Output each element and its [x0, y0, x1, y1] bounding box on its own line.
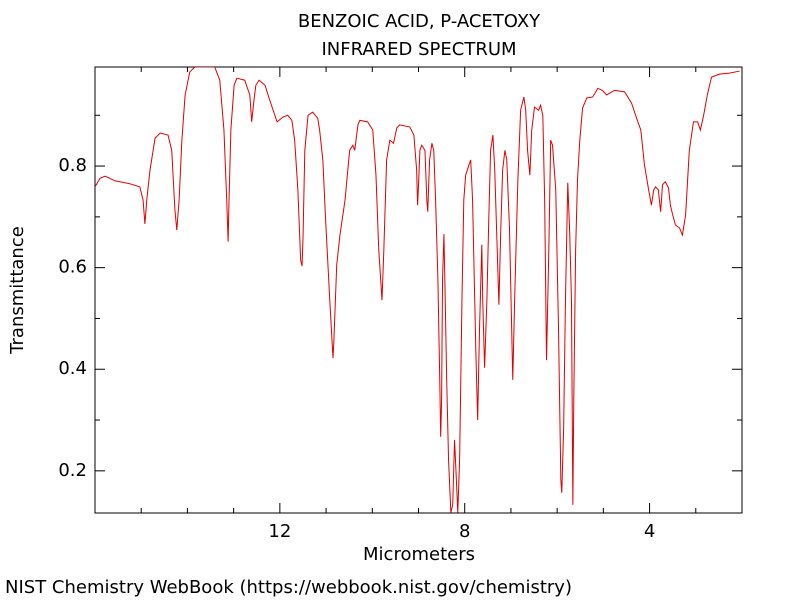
y-tick-label: 0.2: [58, 460, 87, 481]
y-tick-label: 0.4: [58, 358, 87, 379]
plot-frame: [94, 66, 743, 514]
source-note: NIST Chemistry WebBook (https://webbook.…: [5, 577, 572, 598]
x-axis-label: Micrometers: [363, 544, 475, 565]
y-tick-label: 0.8: [58, 155, 87, 176]
x-tick-label: 12: [268, 521, 291, 542]
x-tick-label: 8: [459, 521, 470, 542]
spectrum-line: [95, 67, 740, 513]
x-tick-label: 4: [644, 521, 655, 542]
y-tick-label: 0.6: [58, 257, 87, 278]
chart-title: BENZOIC ACID, P-ACETOXY: [298, 11, 541, 32]
y-axis-label: Transmittance: [7, 226, 28, 355]
chart-subtitle: INFRARED SPECTRUM: [321, 39, 516, 60]
